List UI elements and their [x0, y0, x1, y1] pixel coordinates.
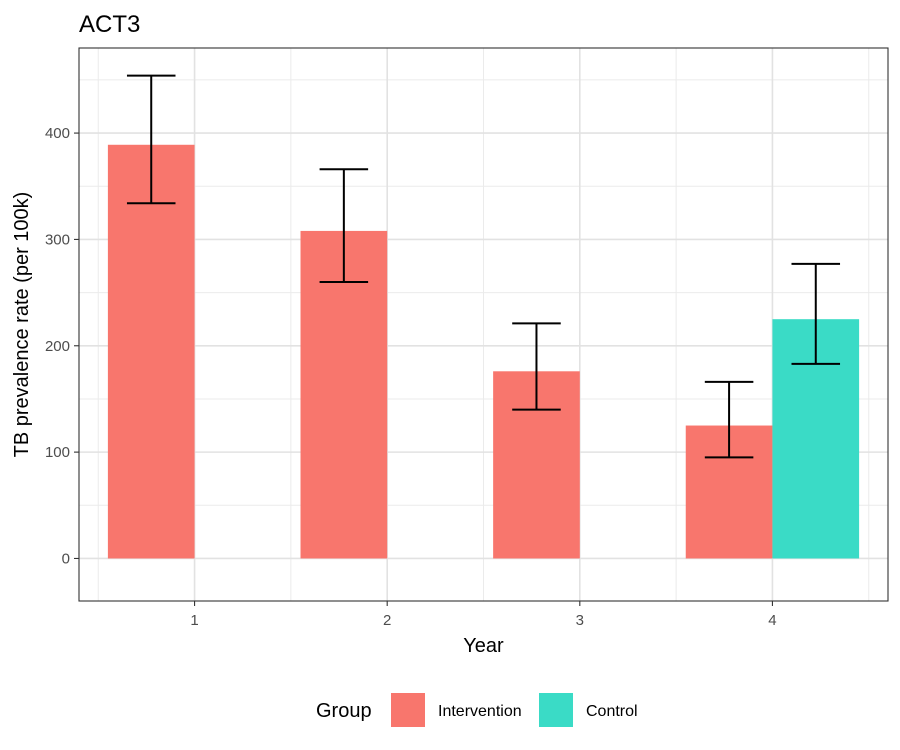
x-axis-title: Year: [463, 635, 504, 657]
bar-intervention-year-2: [300, 230, 388, 559]
bars: [107, 144, 860, 559]
error-bars: [126, 74, 841, 459]
y-tick-label: 200: [45, 338, 70, 355]
legend: Group Intervention Control: [316, 693, 638, 727]
legend-item-control: Control: [539, 693, 638, 727]
y-tick-label: 100: [45, 444, 70, 461]
x-axis: 1 2 3 4: [190, 601, 777, 629]
legend-label-intervention: Intervention: [438, 703, 522, 720]
x-tick-label: 1: [190, 612, 198, 629]
error-bar-intervention-year-2: [319, 168, 369, 283]
x-tick-label: 3: [576, 612, 584, 629]
error-bar-control-year-4: [791, 262, 841, 365]
y-tick-label: 400: [45, 125, 70, 142]
plot-panel: [78, 47, 889, 602]
x-tick-label: 2: [383, 612, 391, 629]
error-bar-intervention-year-3: [512, 322, 561, 411]
legend-title: Group: [316, 700, 372, 722]
grid-minor: [79, 48, 888, 601]
legend-label-control: Control: [586, 703, 638, 720]
legend-item-intervention: Intervention: [391, 693, 522, 727]
legend-key-intervention: [391, 693, 425, 727]
y-tick-label: 300: [45, 231, 70, 248]
y-axis: 0 100 200 300 400: [45, 125, 79, 567]
legend-key-control: [539, 693, 573, 727]
y-axis-title: TB prevalence rate (per 100k): [11, 192, 33, 458]
legend-items: Intervention Control: [391, 693, 638, 727]
error-bar-intervention-year-4: [704, 380, 754, 459]
panel-border: [78, 47, 889, 602]
chart-title: ACT3: [79, 11, 140, 38]
error-bar-intervention-year-1: [126, 74, 176, 205]
bar-intervention-year-1: [107, 144, 195, 559]
x-tick-label: 4: [768, 612, 776, 629]
y-tick-label: 0: [62, 550, 70, 567]
